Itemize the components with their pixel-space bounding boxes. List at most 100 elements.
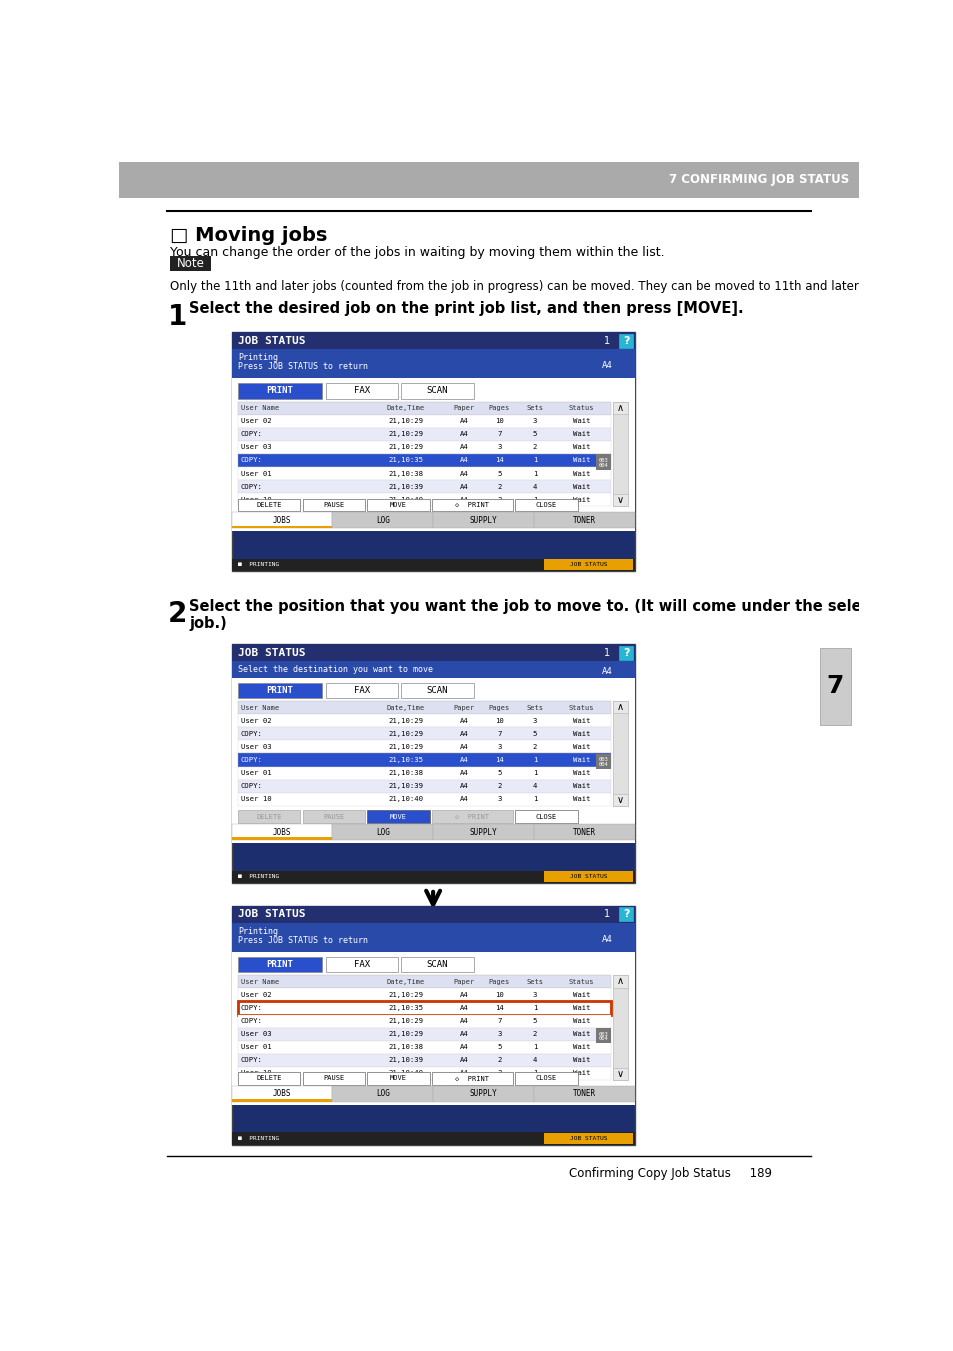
Bar <box>237 727 611 740</box>
Text: 21,10:38: 21,10:38 <box>388 470 423 477</box>
Text: 2: 2 <box>497 784 501 789</box>
Text: 21,10:29: 21,10:29 <box>388 431 423 438</box>
Text: COPY:: COPY: <box>241 784 262 789</box>
Bar <box>544 871 633 882</box>
Text: Status: Status <box>568 705 594 711</box>
Text: Note: Note <box>176 257 204 270</box>
Text: 1: 1 <box>532 757 537 763</box>
Text: Wait: Wait <box>572 1058 590 1063</box>
Text: Date,Time: Date,Time <box>386 405 425 411</box>
Text: SUPPLY: SUPPLY <box>469 1089 497 1098</box>
Bar <box>119 162 858 197</box>
Bar <box>237 989 611 1001</box>
Bar <box>401 384 474 399</box>
Text: 21,10:29: 21,10:29 <box>388 992 423 998</box>
Text: CLOSE: CLOSE <box>536 1075 557 1081</box>
Bar <box>433 824 534 840</box>
Text: 3: 3 <box>497 744 501 750</box>
Bar <box>534 512 634 528</box>
Text: Status: Status <box>568 405 594 411</box>
Text: 21,10:35: 21,10:35 <box>388 757 423 763</box>
Text: 2: 2 <box>532 444 537 450</box>
Text: JOB STATUS: JOB STATUS <box>569 874 607 880</box>
Text: Printing: Printing <box>237 927 277 936</box>
Text: 3: 3 <box>532 717 537 724</box>
Bar <box>432 811 513 823</box>
Bar <box>237 715 611 727</box>
Bar <box>544 1133 633 1144</box>
Text: Pages: Pages <box>488 705 510 711</box>
Text: 1: 1 <box>532 1070 537 1077</box>
Bar <box>232 870 634 882</box>
Text: A4: A4 <box>459 796 468 802</box>
Text: 003: 003 <box>598 1032 608 1036</box>
Text: 21,10:29: 21,10:29 <box>388 717 423 724</box>
Text: PRINT: PRINT <box>267 961 294 969</box>
Text: User Name: User Name <box>241 705 279 711</box>
Text: User 01: User 01 <box>241 470 272 477</box>
Text: 1: 1 <box>532 1044 537 1050</box>
Bar <box>515 811 577 823</box>
Text: ∧: ∧ <box>617 403 623 413</box>
Text: 2: 2 <box>497 484 501 489</box>
Text: User 02: User 02 <box>241 419 272 424</box>
Text: 2: 2 <box>532 744 537 750</box>
Bar <box>237 701 611 715</box>
Text: MOVE: MOVE <box>390 813 407 820</box>
Text: 2: 2 <box>497 1058 501 1063</box>
Text: 1: 1 <box>532 1005 537 1011</box>
Text: SCAN: SCAN <box>426 961 448 969</box>
Text: Wait: Wait <box>572 1031 590 1038</box>
Bar <box>232 644 634 661</box>
Bar <box>237 780 611 793</box>
Text: 7: 7 <box>497 731 501 736</box>
Bar <box>367 499 430 511</box>
Bar <box>612 701 628 713</box>
Text: 14: 14 <box>495 757 503 763</box>
Text: FAX: FAX <box>354 961 370 969</box>
Bar <box>433 1086 534 1101</box>
Text: You can change the order of the jobs in waiting by moving them within the list.: You can change the order of the jobs in … <box>170 246 663 259</box>
Text: A4: A4 <box>459 444 468 450</box>
Text: COPY:: COPY: <box>241 757 262 763</box>
Text: 1: 1 <box>532 497 537 503</box>
Text: 21,10:39: 21,10:39 <box>388 784 423 789</box>
Text: 7: 7 <box>497 431 501 438</box>
Text: Paper: Paper <box>453 405 474 411</box>
Bar <box>612 701 628 805</box>
Bar <box>612 975 628 988</box>
Text: Wait: Wait <box>572 1044 590 1050</box>
Bar <box>325 384 397 399</box>
Text: ◇  PRINT: ◇ PRINT <box>455 501 489 508</box>
Text: A4: A4 <box>459 1058 468 1063</box>
Text: COPY:: COPY: <box>241 731 262 736</box>
Bar <box>232 1100 332 1101</box>
Bar <box>232 923 634 952</box>
Bar <box>237 499 300 511</box>
Bar <box>232 526 332 528</box>
Text: 21,10:29: 21,10:29 <box>388 1019 423 1024</box>
Text: 21,10:35: 21,10:35 <box>388 1005 423 1011</box>
Text: 14: 14 <box>495 1005 503 1011</box>
Text: 2: 2 <box>532 1031 537 1038</box>
Bar <box>237 682 322 698</box>
Text: 1: 1 <box>532 470 537 477</box>
Bar <box>618 908 633 921</box>
Text: □ Moving jobs: □ Moving jobs <box>170 226 327 245</box>
Text: User 01: User 01 <box>241 770 272 775</box>
Bar <box>232 952 634 1105</box>
Text: 5: 5 <box>497 470 501 477</box>
Text: User 03: User 03 <box>241 1031 272 1038</box>
Bar <box>612 1067 628 1079</box>
Text: Wait: Wait <box>572 470 590 477</box>
Text: 21,10:29: 21,10:29 <box>388 419 423 424</box>
Bar <box>302 811 365 823</box>
Text: 3: 3 <box>532 992 537 998</box>
Text: User 02: User 02 <box>241 992 272 998</box>
Bar <box>596 754 611 769</box>
Text: Sets: Sets <box>526 705 542 711</box>
Text: A4: A4 <box>459 470 468 477</box>
Text: ∨: ∨ <box>617 794 623 805</box>
Text: PRINT: PRINT <box>267 686 294 694</box>
Text: Status: Status <box>568 978 594 985</box>
